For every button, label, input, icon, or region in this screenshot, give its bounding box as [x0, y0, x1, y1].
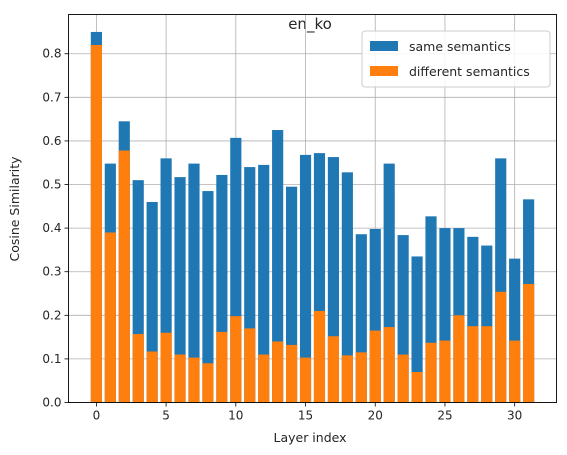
bar-different-semantics: [481, 326, 493, 403]
bar-same-semantics: [244, 167, 256, 403]
y-tick-label: 0.6: [42, 134, 61, 148]
bar-different-semantics: [216, 331, 228, 403]
bar-different-semantics: [118, 150, 130, 403]
bar-different-semantics: [188, 357, 200, 403]
bar-different-semantics: [258, 354, 270, 403]
bar-different-semantics: [495, 291, 507, 403]
bar-same-semantics: [272, 130, 284, 403]
bar-different-semantics: [286, 344, 298, 403]
x-tick-label: 20: [368, 409, 383, 423]
y-axis-label: Cosine Similarity: [7, 156, 22, 262]
bar-different-semantics: [467, 326, 479, 403]
bar-same-semantics: [299, 154, 312, 403]
bar-different-semantics: [397, 354, 409, 403]
bar-same-semantics: [355, 234, 367, 403]
x-tick-label: 5: [162, 409, 170, 423]
bar-same-semantics: [397, 235, 409, 403]
legend-swatch-same-semantics: [370, 41, 398, 51]
bar-different-semantics: [439, 340, 451, 403]
bar-same-semantics: [481, 245, 493, 403]
bar-different-semantics: [453, 315, 465, 403]
bar-same-semantics: [425, 216, 437, 403]
bar-same-semantics: [411, 256, 423, 403]
y-tick-label: 0.8: [42, 47, 61, 61]
bar-different-semantics: [369, 330, 381, 403]
bar-same-semantics: [327, 157, 339, 403]
bar-same-semantics: [383, 163, 395, 403]
bar-different-semantics: [523, 283, 535, 403]
y-tick-label: 0.4: [42, 221, 61, 235]
bar-different-semantics: [174, 354, 186, 403]
bar-different-semantics: [146, 351, 158, 403]
bar-different-semantics: [160, 332, 172, 403]
bar-same-semantics: [313, 153, 326, 403]
bar-same-semantics: [341, 172, 353, 403]
bar-same-semantics: [216, 174, 228, 403]
x-tick-label: 0: [93, 409, 101, 423]
bar-different-semantics: [90, 45, 102, 403]
bar-same-semantics: [202, 191, 214, 403]
bar-same-semantics: [174, 177, 186, 403]
bar-same-semantics: [495, 158, 507, 403]
legend: same semantics different semantics: [361, 30, 551, 88]
bar-different-semantics: [202, 363, 214, 403]
x-tick-label: 10: [228, 409, 243, 423]
bar-different-semantics: [355, 352, 367, 403]
bar-different-semantics: [411, 371, 423, 403]
bar-different-semantics: [341, 355, 353, 403]
bar-same-semantics: [439, 228, 451, 403]
x-tick-label: 25: [437, 409, 452, 423]
bar-different-semantics: [230, 316, 242, 403]
bar-same-semantics: [467, 236, 479, 403]
x-tick-label: 30: [507, 409, 522, 423]
legend-label-different-semantics: different semantics: [409, 64, 530, 79]
bar-same-semantics: [188, 163, 200, 403]
x-axis-label: Layer index: [273, 430, 346, 445]
y-tick-label: 0.3: [42, 265, 61, 279]
bar-different-semantics: [132, 334, 144, 403]
bars: [90, 31, 535, 403]
bar-different-semantics: [313, 310, 326, 403]
bar-same-semantics: [509, 258, 521, 403]
bar-same-semantics: [132, 180, 144, 403]
y-tick-label: 0.0: [42, 396, 61, 410]
bar-same-semantics: [369, 228, 381, 403]
bar-different-semantics: [104, 232, 116, 403]
plot-frame: [68, 14, 557, 403]
x-tick-label: 15: [298, 409, 313, 423]
chart-title: en_ko: [288, 15, 332, 34]
bar-same-semantics: [286, 186, 298, 403]
y-tick-label: 0.7: [42, 90, 61, 104]
y-tick-label: 0.2: [42, 308, 61, 322]
y-tick-label: 0.5: [42, 178, 61, 192]
bar-different-semantics: [244, 328, 256, 403]
bar-different-semantics: [509, 340, 521, 403]
legend-label-same-semantics: same semantics: [409, 39, 511, 54]
bar-same-semantics: [146, 201, 158, 403]
bar-different-semantics: [272, 341, 284, 403]
bar-different-semantics: [327, 336, 339, 403]
bar-same-semantics: [160, 158, 172, 403]
legend-box: [361, 30, 551, 88]
bar-different-semantics: [383, 327, 395, 403]
bar-same-semantics: [230, 137, 242, 403]
bar-different-semantics: [299, 357, 312, 403]
axis-ticks: 0 5 10 15 20 25 30 0.0 0.1 0.2 0.3 0.4 0.5 0.6 0.7 0.8: [42, 47, 522, 423]
y-tick-label: 0.1: [42, 352, 61, 366]
bar-same-semantics: [258, 164, 270, 403]
legend-swatch-different-semantics: [370, 66, 398, 76]
bar-different-semantics: [425, 342, 437, 403]
